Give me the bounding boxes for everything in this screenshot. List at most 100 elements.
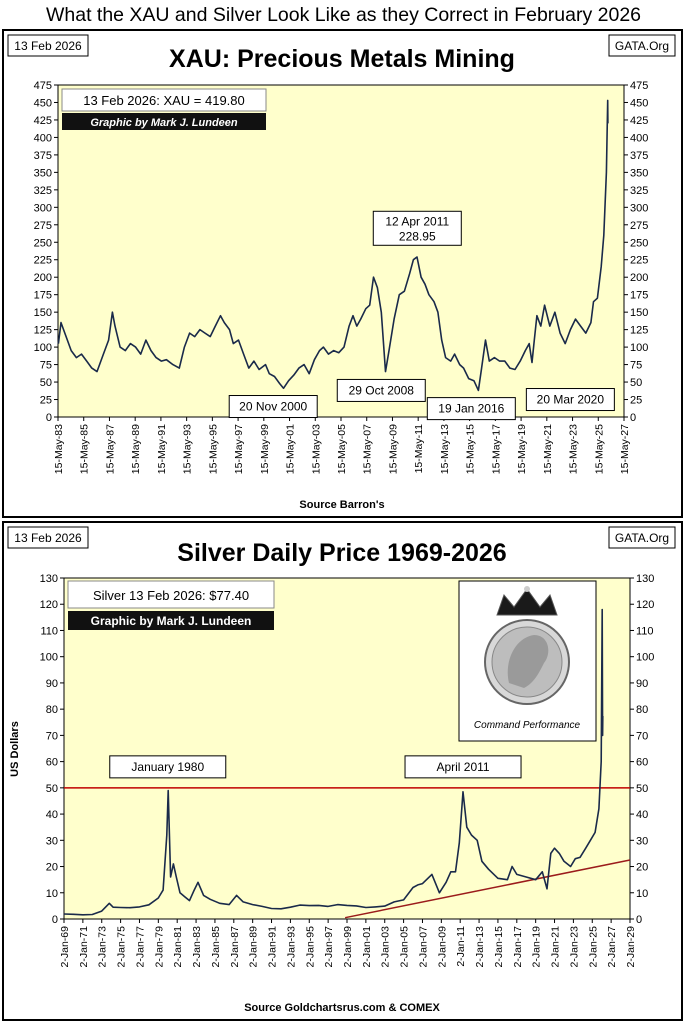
- y-tick-label-right: 90: [636, 678, 648, 690]
- silver-chart-title: Silver Daily Price 1969-2026: [177, 539, 506, 567]
- x-tick-label: 2-Jan-77: [134, 926, 146, 968]
- x-tick-label: 2-Jan-27: [606, 926, 618, 968]
- y-tick-label-right: 100: [630, 342, 648, 354]
- y-tick-label-left: 0: [46, 412, 52, 424]
- y-tick-label-right: 60: [636, 757, 648, 769]
- annotation-label: April 2011: [436, 760, 489, 774]
- y-tick-label-right: 475: [630, 80, 648, 92]
- y-tick-label-left: 0: [52, 914, 58, 926]
- xau-chart-title: XAU: Precious Metals Mining: [169, 45, 515, 73]
- xau-site-box: [608, 34, 676, 57]
- x-tick-label: 15-May-09: [387, 424, 399, 474]
- annotation-box: [525, 388, 615, 412]
- y-tick-label-right: 425: [630, 115, 648, 127]
- silver-info-text: Silver 13 Feb 2026: $77.40: [93, 588, 249, 603]
- y-tick-label-right: 450: [630, 97, 648, 109]
- x-tick-label: 2-Jan-03: [380, 926, 392, 968]
- annotation-box: [336, 378, 426, 402]
- x-tick-label: 2-Jan-85: [210, 926, 222, 968]
- y-tick-label-left: 350: [34, 167, 52, 179]
- y-tick-label-right: 250: [630, 237, 648, 249]
- x-tick-label: 15-May-01: [285, 424, 297, 474]
- y-tick-label-left: 325: [34, 185, 52, 197]
- x-tick-label: 2-Jan-17: [512, 926, 524, 968]
- y-tick-label-right: 10: [636, 888, 648, 900]
- x-tick-label: 2-Jan-15: [493, 926, 505, 968]
- y-tick-label-left: 120: [40, 599, 58, 611]
- xau-info-box: [61, 88, 267, 112]
- y-tick-label-right: 25: [630, 395, 642, 407]
- y-tick-label-left: 75: [40, 360, 52, 372]
- y-tick-label-left: 375: [34, 150, 52, 162]
- y-tick-label-right: 20: [636, 862, 648, 874]
- xau-chart: 13 Feb 2026 GATA.Org XAU: Precious Metal…: [7, 34, 676, 511]
- x-tick-label: 2-Jan-95: [304, 926, 316, 968]
- x-tick-label: 2-Jan-87: [229, 926, 241, 968]
- y-tick-label-left: 250: [34, 237, 52, 249]
- y-tick-label-left: 50: [46, 783, 58, 795]
- x-tick-label: 2-Jan-07: [417, 926, 429, 968]
- x-tick-label: 2-Jan-09: [436, 926, 448, 968]
- y-tick-label-right: 50: [636, 783, 648, 795]
- y-tick-label-left: 20: [46, 862, 58, 874]
- y-tick-label-right: 225: [630, 255, 648, 267]
- y-tick-label-right: 70: [636, 730, 648, 742]
- x-tick-label: 2-Jan-19: [531, 926, 543, 968]
- x-tick-label: 2-Jan-01: [361, 926, 373, 968]
- x-tick-label: 15-May-23: [568, 424, 580, 474]
- y-tick-label-right: 100: [636, 652, 654, 664]
- y-tick-label-left: 100: [40, 652, 58, 664]
- xau-site-label: GATA.Org: [615, 39, 669, 53]
- silver-site-box: [608, 526, 676, 549]
- y-tick-label-right: 325: [630, 185, 648, 197]
- silver-series-line: [63, 608, 604, 916]
- x-tick-label: 15-May-83: [53, 424, 65, 474]
- xau-y-axis-left: 0 25 50 75 100 125 150 175 200 225 250 275 300 325 350…: [34, 80, 58, 424]
- y-tick-label-left: 175: [34, 290, 52, 302]
- page-title: What the XAU and Silver Look Like as the…: [45, 4, 642, 26]
- x-tick-label: 15-May-91: [156, 424, 168, 474]
- x-tick-label: 15-May-07: [362, 424, 374, 474]
- annotation-label: 19 Jan 2016: [438, 402, 504, 416]
- x-tick-label: 2-Jan-89: [248, 926, 260, 968]
- silver-chart-panel: 13 Feb 2026 GATA.Org Silver Daily Price …: [2, 521, 683, 1021]
- y-tick-label-right: 130: [636, 573, 654, 585]
- xau-y-axis-right: 0 25 50 75 100 125 150 175 200 225 250 275 300 325 350…: [624, 80, 648, 424]
- command-performance-logo: Command Performance: [458, 580, 597, 742]
- x-tick-label: 2-Jan-91: [267, 926, 279, 968]
- x-tick-label: 2-Jan-97: [323, 926, 335, 968]
- x-tick-label: 2-Jan-83: [191, 926, 203, 968]
- y-tick-label-left: 50: [40, 377, 52, 389]
- y-tick-label-left: 400: [34, 132, 52, 144]
- silver-chart: 13 Feb 2026 GATA.Org Silver Daily Price …: [7, 526, 676, 1014]
- y-tick-label-left: 30: [46, 835, 58, 847]
- y-tick-label-left: 425: [34, 115, 52, 127]
- silver-y-axis-left: 0 10 20 30 40 50 60 70 80 90 100 110 120 130: [40, 573, 64, 926]
- x-tick-label: 2-Jan-81: [172, 926, 184, 968]
- y-tick-label-right: 50: [630, 377, 642, 389]
- y-tick-label-left: 200: [34, 272, 52, 284]
- x-tick-label: 15-May-25: [593, 424, 605, 474]
- xau-series-line: [57, 99, 609, 392]
- y-tick-label-right: 350: [630, 167, 648, 179]
- silver-credit-text: Graphic by Mark J. Lundeen: [91, 614, 252, 628]
- xau-x-axis: 15-May-83 15-May-85 15-May-87 15-May-89 15-M…: [53, 417, 631, 474]
- y-tick-label-left: 225: [34, 255, 52, 267]
- x-tick-label: 2-Jan-23: [568, 926, 580, 968]
- y-tick-label-right: 80: [636, 704, 648, 716]
- xau-credit-text: Graphic by Mark J. Lundeen: [90, 117, 238, 129]
- silver-x-axis: 2-Jan-69 2-Jan-71 2-Jan-73 2-Jan-75 2-Jan-77…: [59, 919, 637, 967]
- x-tick-label: 15-May-17: [490, 424, 502, 474]
- y-tick-label-right: 275: [630, 220, 648, 232]
- y-tick-label-right: 0: [636, 914, 642, 926]
- x-tick-label: 2-Jan-99: [342, 926, 354, 968]
- x-tick-label: 15-May-85: [79, 424, 91, 474]
- y-tick-label-right: 375: [630, 150, 648, 162]
- x-tick-label: 15-May-95: [207, 424, 219, 474]
- x-tick-label: 15-May-15: [465, 424, 477, 474]
- silver-info-box: [67, 580, 275, 609]
- silver-trend-line: [344, 859, 631, 919]
- y-tick-label-right: 30: [636, 835, 648, 847]
- xau-source: Source Barron's: [299, 499, 384, 511]
- silver-y-axis-right: 0 10 20 30 40 50 60 70 80 90 100 110 120 130: [630, 573, 654, 926]
